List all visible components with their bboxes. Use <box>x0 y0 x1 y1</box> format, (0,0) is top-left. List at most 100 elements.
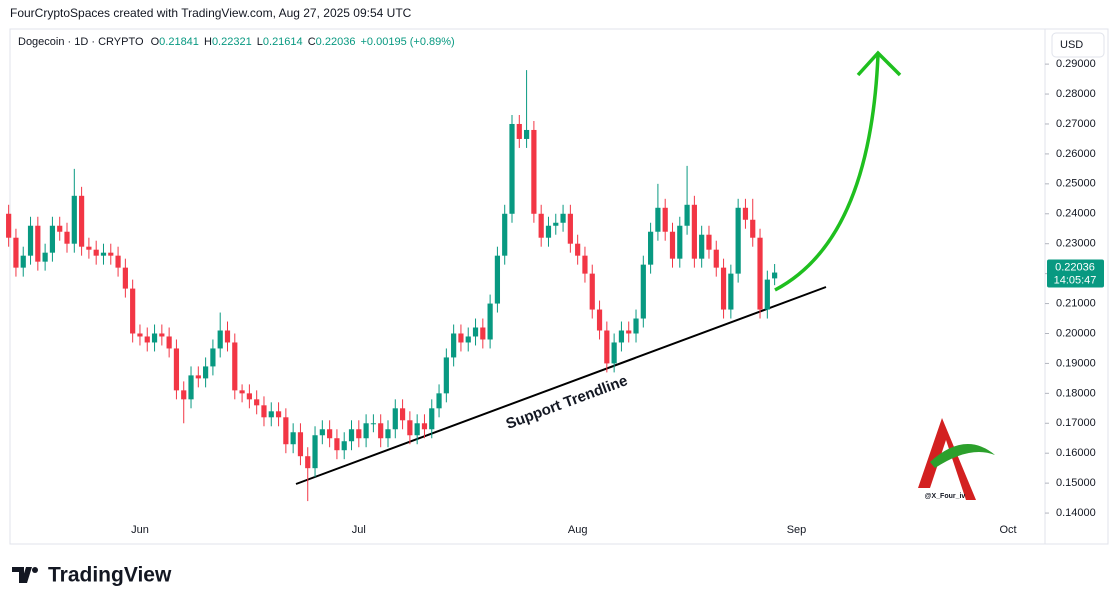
candle-body <box>130 288 136 334</box>
candle-body <box>319 429 325 436</box>
legend: Dogecoin · 1D · CRYPTO O0.21841 H0.22321… <box>18 36 455 48</box>
candle-body <box>246 393 252 400</box>
candle-body <box>407 420 413 436</box>
candle-body <box>35 225 41 262</box>
logo-mark <box>918 418 976 500</box>
candle-body <box>115 255 121 268</box>
candle-body <box>480 327 486 340</box>
candle-body <box>589 273 595 310</box>
candle-body <box>151 333 158 343</box>
y-tick-label: 0.20000 <box>1056 327 1096 339</box>
y-tick-label: 0.16000 <box>1056 447 1096 459</box>
candle-body <box>348 429 355 442</box>
candle-body <box>71 195 77 244</box>
candle-body <box>640 264 646 319</box>
candle-body <box>290 432 296 445</box>
y-tick-label: 0.26000 <box>1056 148 1096 160</box>
candle-body <box>385 429 391 439</box>
candle-body <box>275 411 282 418</box>
y-tick-label: 0.19000 <box>1056 357 1096 369</box>
candle-body <box>458 333 464 343</box>
candle-body <box>538 213 544 238</box>
candle-body <box>108 252 114 256</box>
candle-body <box>327 429 333 439</box>
candle-body <box>100 252 107 256</box>
candle-body <box>421 423 428 430</box>
candle-body <box>64 231 70 244</box>
candle-body <box>706 234 712 250</box>
candle-body <box>531 129 537 214</box>
candle-body <box>487 303 493 340</box>
candle-body <box>567 213 573 244</box>
candle-body <box>472 327 479 337</box>
plot <box>6 70 778 502</box>
arrow <box>774 54 880 292</box>
l-value: 0.21614 <box>263 36 303 48</box>
candle-body <box>173 348 180 391</box>
candle-body <box>575 243 581 256</box>
candle-body <box>648 231 654 265</box>
candle-body <box>742 207 749 220</box>
candle-body <box>611 342 617 364</box>
y-tick-label: 0.25000 <box>1056 178 1096 190</box>
candle-body <box>93 249 99 256</box>
attribution: FourCryptoSpaces created with TradingVie… <box>10 6 412 20</box>
candle-body <box>6 213 12 238</box>
candle-body <box>13 237 19 268</box>
candle-body <box>545 225 552 238</box>
candle-body <box>669 231 676 259</box>
candle-body <box>78 195 85 247</box>
candle-body <box>297 432 304 457</box>
candle-body <box>735 207 741 274</box>
candle-body <box>713 249 719 268</box>
candle-body <box>633 318 639 334</box>
change: +0.00195 (+0.89%) <box>361 36 455 48</box>
candle-body <box>334 438 340 451</box>
candle-body <box>691 204 697 259</box>
candle-body <box>596 309 603 331</box>
candle-body <box>137 333 143 337</box>
candle-body <box>261 405 267 418</box>
candle-body <box>312 435 318 469</box>
o-value: 0.21841 <box>159 36 199 48</box>
candle-body <box>399 408 406 421</box>
candle-body <box>166 336 172 349</box>
y-tick-label: 0.29000 <box>1056 58 1096 70</box>
candle-body <box>465 336 471 343</box>
candle-body <box>772 272 778 279</box>
candle-body <box>618 330 625 343</box>
x-tick-label: Aug <box>568 524 588 536</box>
o-label: O <box>151 36 160 48</box>
candle-body <box>553 222 559 226</box>
y-tick-label: 0.17000 <box>1056 417 1096 429</box>
candle-body <box>699 234 705 259</box>
candle-body <box>42 252 48 262</box>
price-tag-value: 0.22036 <box>1055 261 1095 273</box>
x-tick-label: Jul <box>352 524 366 536</box>
candle-body <box>188 375 194 400</box>
candle-body <box>341 441 347 451</box>
candle-body <box>86 246 92 250</box>
y-tick-label: 0.14000 <box>1056 507 1096 519</box>
candle-body <box>195 375 201 379</box>
candle-body <box>582 255 588 274</box>
candle-body <box>239 390 245 394</box>
arrow-head <box>856 50 902 77</box>
currency-button[interactable] <box>1051 32 1105 58</box>
candle-body <box>604 330 610 364</box>
candle-body <box>378 423 384 439</box>
candle-body <box>757 237 763 310</box>
candle-body <box>523 129 530 139</box>
currency[interactable]: USD <box>1060 39 1083 51</box>
candle-body <box>224 330 231 343</box>
trendline <box>295 286 827 485</box>
candle-body <box>363 423 369 439</box>
candle-body <box>728 273 734 310</box>
h-value: 0.22321 <box>212 36 252 48</box>
candle-body <box>677 225 683 259</box>
y-tick-label: 0.24000 <box>1056 208 1096 220</box>
y-tick-label: 0.15000 <box>1056 477 1096 489</box>
candle-body <box>750 219 756 238</box>
